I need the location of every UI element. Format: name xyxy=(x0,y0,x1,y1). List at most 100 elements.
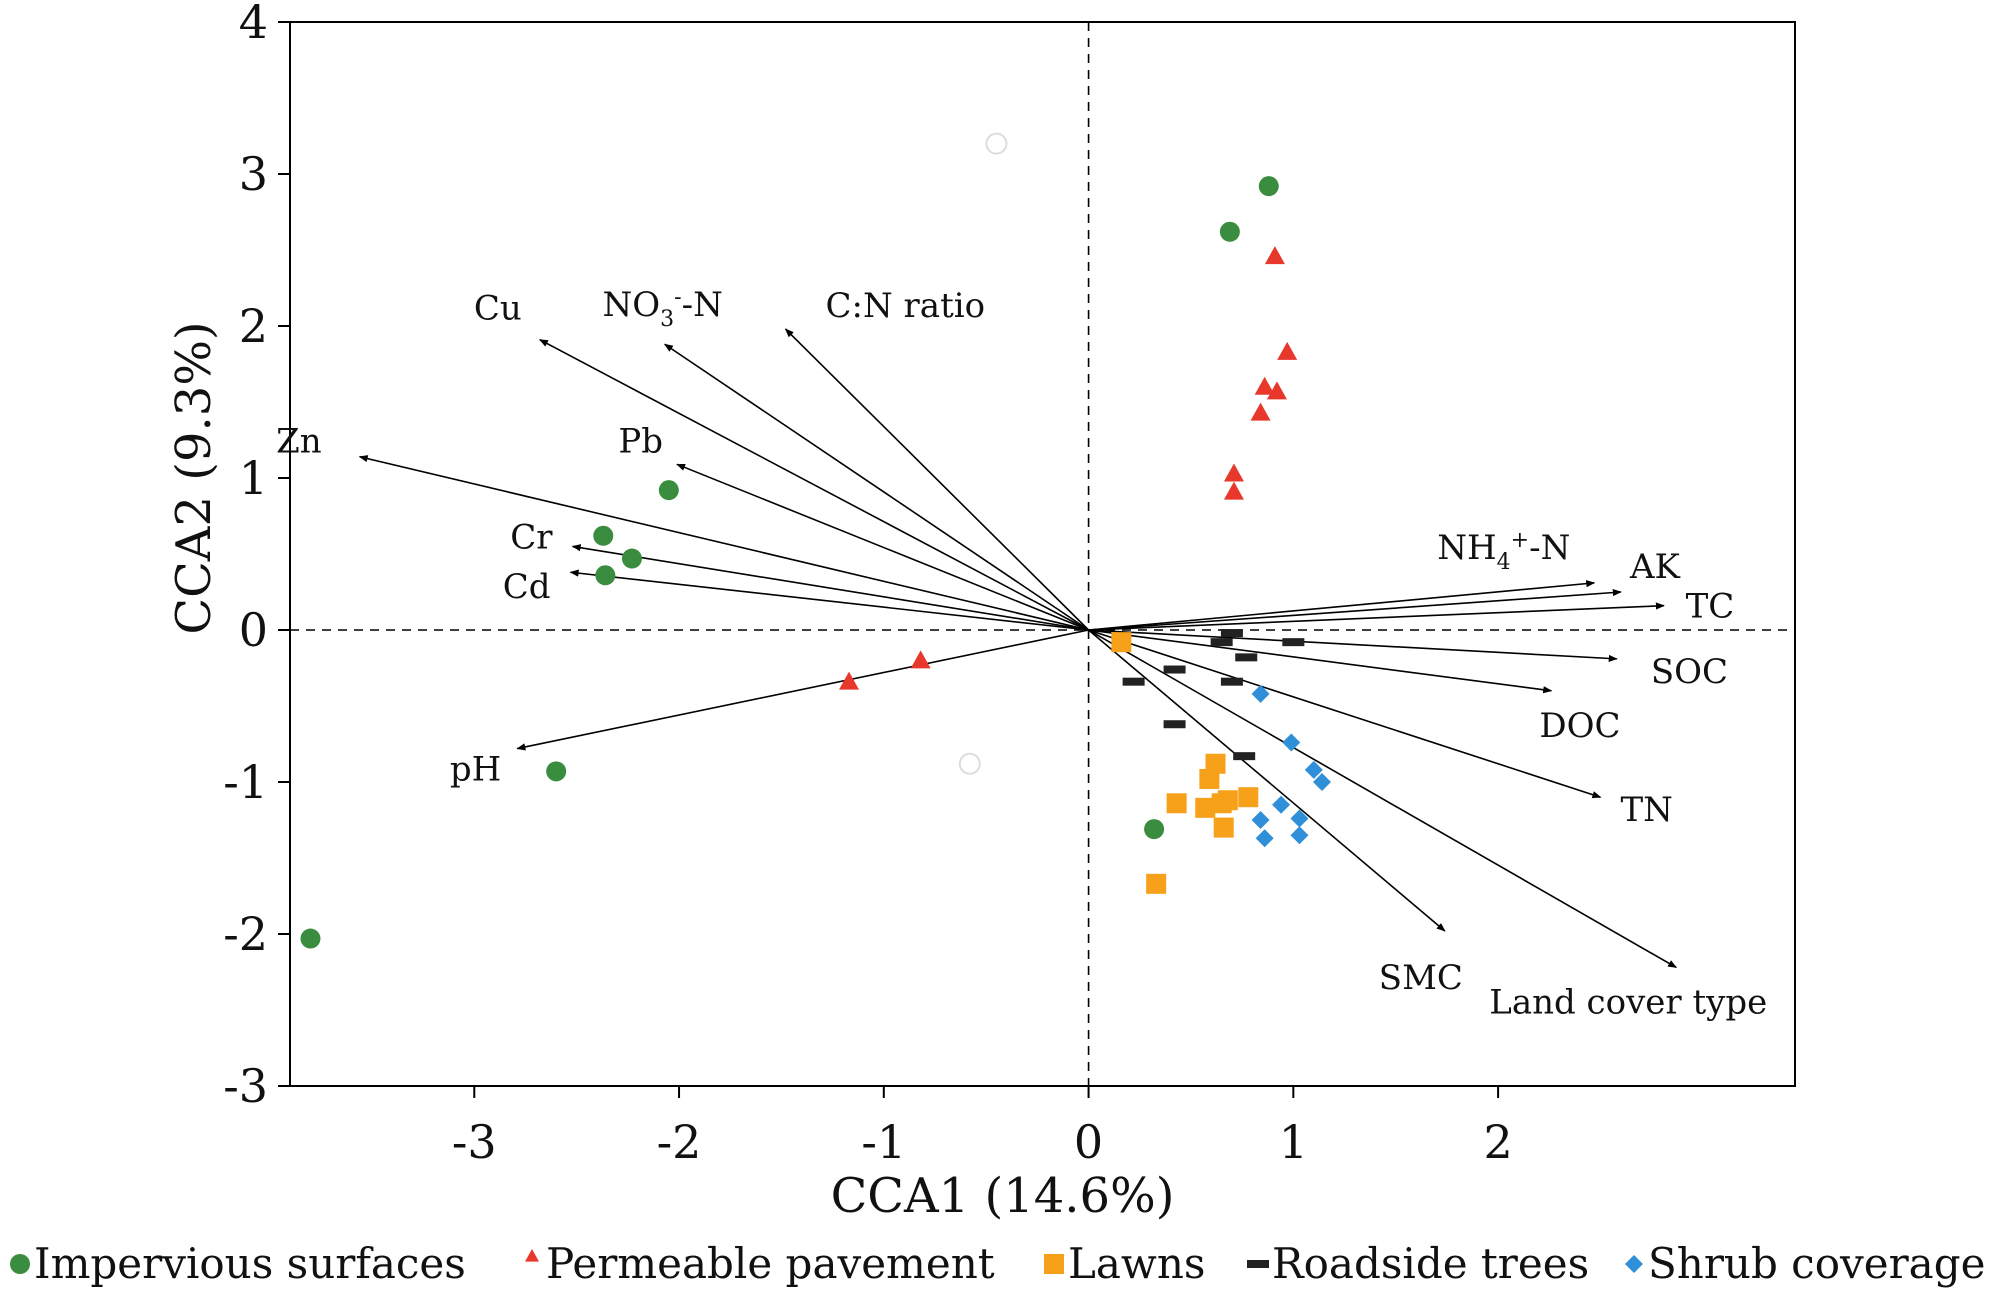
legend-marker-4 xyxy=(1247,1260,1269,1268)
vector-arrow-no3-n xyxy=(663,343,1090,631)
legend-label: Impervious surfaces xyxy=(34,1239,466,1288)
plot-frame xyxy=(289,21,1796,1087)
lawns-point xyxy=(1238,787,1259,808)
vector-label: SMC xyxy=(1379,958,1463,998)
roadside-trees-point xyxy=(1220,677,1243,686)
roadside-trees-point xyxy=(1233,752,1256,761)
permeable-pavement-point xyxy=(1277,341,1298,360)
impervious-surfaces-point xyxy=(1219,221,1240,242)
vector-label: AK xyxy=(1629,547,1681,587)
x-tick-label: 2 xyxy=(1483,1115,1512,1169)
legend-marker-3 xyxy=(1044,1254,1064,1274)
vector-arrow-ph xyxy=(516,629,1089,751)
impervious-surfaces-point xyxy=(300,928,321,949)
impervious-surfaces-point xyxy=(621,548,642,569)
impervious-surfaces-point xyxy=(546,761,567,782)
permeable-pavement-point xyxy=(839,671,859,690)
vector-label: DOC xyxy=(1539,706,1620,746)
vector-arrow-pb xyxy=(676,463,1089,631)
legend-marker-2 xyxy=(525,1249,539,1262)
permeable-pavement-point xyxy=(1223,481,1244,500)
vector-arrow-land-cover-type xyxy=(1088,629,1678,969)
faint-point xyxy=(958,752,981,775)
roadside-trees-point xyxy=(1235,653,1258,662)
vector-arrow-tc xyxy=(1088,602,1665,631)
roadside-trees-point xyxy=(1282,638,1305,647)
shrub-coverage-point xyxy=(1251,811,1270,829)
shrub-coverage-point xyxy=(1272,795,1291,814)
legend-marker-5 xyxy=(1625,1255,1643,1273)
vector-label: Cd xyxy=(503,567,551,607)
vector-label: Land cover type xyxy=(1489,982,1767,1022)
y-axis-title: CCA2 (9.3%) xyxy=(166,321,222,634)
legend-label: Permeable pavement xyxy=(546,1239,995,1288)
y-tick-label: -2 xyxy=(223,907,268,961)
y-tick-label: 0 xyxy=(239,603,268,657)
vector-arrow-nh4-n xyxy=(1088,580,1596,631)
vector-label: NH4+-N xyxy=(1437,528,1570,575)
lawns-point xyxy=(1146,873,1167,894)
y-tick-label: 1 xyxy=(239,451,268,505)
vector-arrow-cu xyxy=(539,338,1089,631)
legend-label: Roadside trees xyxy=(1272,1239,1589,1288)
y-tick-label: -1 xyxy=(223,755,268,809)
x-tick-label: -3 xyxy=(452,1115,497,1169)
legend-label: Shrub coverage xyxy=(1648,1239,1985,1288)
vector-label: TN xyxy=(1620,790,1672,830)
impervious-surfaces-point xyxy=(1258,176,1279,197)
x-tick-label: 1 xyxy=(1279,1115,1308,1169)
lawns-point xyxy=(1205,753,1226,774)
vector-label: pH xyxy=(450,750,501,790)
y-tick-label: -3 xyxy=(223,1059,268,1113)
shrub-coverage-point xyxy=(1290,826,1309,845)
lawns-point xyxy=(1211,793,1232,814)
faint-point xyxy=(985,132,1008,155)
legend-label: Lawns xyxy=(1068,1239,1205,1288)
shrub-coverage-point xyxy=(1304,760,1323,779)
vector-arrow-tn xyxy=(1088,629,1602,799)
permeable-pavement-point xyxy=(1266,381,1287,400)
roadside-trees-point xyxy=(1163,720,1186,729)
y-tick-label: 4 xyxy=(239,0,268,49)
vector-arrow-zn xyxy=(358,455,1089,631)
impervious-surfaces-point xyxy=(593,525,614,546)
roadside-trees-point xyxy=(1220,629,1243,638)
shrub-coverage-point xyxy=(1251,684,1270,703)
vector-label: Cr xyxy=(510,517,553,557)
x-tick-label: -2 xyxy=(657,1115,702,1169)
vector-label: C:N ratio xyxy=(826,286,986,326)
vector-label: Pb xyxy=(618,421,663,461)
y-tick-label: 2 xyxy=(239,299,268,353)
x-tick-label: 0 xyxy=(1074,1115,1103,1169)
roadside-trees-point xyxy=(1163,665,1186,674)
shrub-coverage-point xyxy=(1313,773,1331,791)
impervious-surfaces-point xyxy=(1144,819,1165,840)
lawns-point xyxy=(1195,797,1216,818)
vector-arrow-c-n-ratio xyxy=(784,328,1090,631)
permeable-pavement-point xyxy=(1223,463,1244,482)
roadside-trees-point xyxy=(1210,638,1233,647)
impervious-surfaces-point xyxy=(595,565,616,586)
x-axis-title: CCA1 (14.6%) xyxy=(831,1168,1175,1224)
permeable-pavement-point xyxy=(1250,402,1271,421)
shrub-coverage-point xyxy=(1255,829,1274,848)
permeable-pavement-point xyxy=(1264,246,1285,265)
impervious-surfaces-point xyxy=(658,480,679,501)
vector-arrow-soc xyxy=(1088,629,1618,663)
permeable-pavement-point xyxy=(1254,376,1275,395)
vector-label: NO3--N xyxy=(603,285,723,332)
vector-arrow-smc xyxy=(1088,629,1446,932)
y-tick-label: 3 xyxy=(239,147,268,201)
shrub-coverage-point xyxy=(1282,733,1301,752)
vector-arrow-ak xyxy=(1088,588,1622,631)
x-tick-label: -1 xyxy=(861,1115,906,1169)
vector-arrow-doc xyxy=(1088,629,1553,694)
lawns-point xyxy=(1199,768,1220,789)
vector-label: TC xyxy=(1686,587,1735,627)
vector-label: SOC xyxy=(1651,652,1728,692)
vector-label: Zn xyxy=(276,422,322,462)
vector-arrow-cd xyxy=(569,569,1089,631)
roadside-trees-point xyxy=(1122,677,1145,686)
legend-marker-1 xyxy=(10,1254,30,1274)
